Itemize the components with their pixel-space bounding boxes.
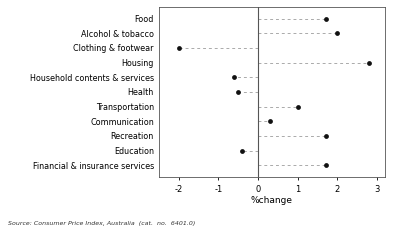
- Point: [267, 119, 273, 123]
- Point: [322, 17, 329, 20]
- Point: [334, 31, 341, 35]
- Point: [239, 149, 245, 153]
- X-axis label: %change: %change: [251, 197, 293, 205]
- Text: Source: Consumer Price Index, Australia  (cat.  no.  6401.0): Source: Consumer Price Index, Australia …: [8, 221, 195, 226]
- Point: [366, 61, 372, 64]
- Point: [175, 46, 182, 50]
- Point: [322, 134, 329, 138]
- Point: [231, 75, 237, 79]
- Point: [295, 105, 301, 109]
- Point: [235, 90, 241, 94]
- Point: [322, 163, 329, 167]
